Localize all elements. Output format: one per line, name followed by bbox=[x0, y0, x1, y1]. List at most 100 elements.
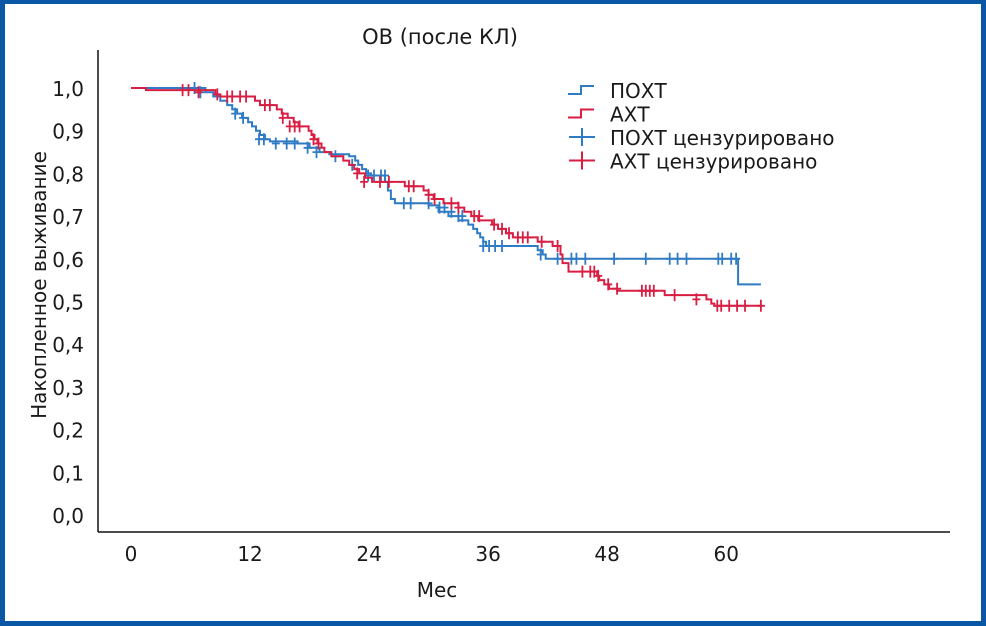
legend-item: АХТ цензурировано bbox=[569, 150, 817, 174]
y-tick-label: 0,2 bbox=[52, 419, 84, 443]
legend-step-swatch bbox=[568, 85, 594, 95]
legend-label: ПОХТ bbox=[610, 79, 667, 103]
x-axis-label: Мес bbox=[417, 578, 458, 602]
legend-censor-swatch bbox=[569, 128, 595, 146]
axt-censor-mark bbox=[265, 99, 274, 112]
axt-censor-mark bbox=[242, 90, 251, 103]
poxt-censor-mark bbox=[312, 146, 321, 159]
poxt-censor-mark bbox=[732, 252, 741, 265]
axt-censor-mark bbox=[228, 90, 237, 103]
axt-censor-mark bbox=[717, 299, 726, 312]
axt-censor-mark bbox=[430, 193, 439, 205]
poxt-censor-mark bbox=[641, 252, 650, 265]
axt-censor-mark bbox=[424, 188, 433, 201]
poxt-censor-mark bbox=[458, 210, 467, 223]
poxt-censor-mark bbox=[718, 252, 727, 265]
series-poxt bbox=[131, 82, 761, 286]
y-tick-label: 0,7 bbox=[52, 205, 84, 229]
poxt-censor-mark bbox=[231, 107, 240, 120]
legend-item: АХТ bbox=[568, 103, 650, 127]
axt-censor-mark bbox=[376, 175, 384, 188]
axt-censor-mark bbox=[278, 111, 287, 124]
poxt-censor-mark bbox=[581, 252, 590, 265]
axt-censor-mark bbox=[184, 84, 193, 97]
axt-censor-mark bbox=[613, 282, 622, 295]
legend-censor-swatch bbox=[569, 151, 595, 170]
axt-censor-mark bbox=[670, 289, 679, 302]
legend-label: АХТ bbox=[610, 103, 650, 127]
poxt-censor-mark bbox=[491, 240, 500, 252]
poxt-censor-mark bbox=[282, 137, 291, 150]
axt-censor-mark bbox=[604, 278, 613, 291]
axt-censor-mark bbox=[360, 175, 369, 188]
poxt-censor-mark bbox=[399, 197, 408, 210]
axt-censor-mark bbox=[523, 231, 532, 244]
poxt-censor-mark bbox=[673, 252, 682, 265]
x-tick-label: 36 bbox=[475, 542, 500, 566]
poxt-censor-mark bbox=[381, 169, 389, 182]
axt-censor-mark bbox=[447, 197, 456, 210]
axt-survival-step-line bbox=[131, 87, 761, 307]
survival-curves bbox=[131, 82, 765, 312]
axt-censor-mark bbox=[578, 265, 587, 278]
axt-censor-mark bbox=[475, 210, 484, 223]
legend-label: АХТ цензурировано bbox=[610, 150, 817, 174]
y-axis-label: Накопленное выживание bbox=[27, 151, 51, 419]
axt-censor-mark bbox=[741, 299, 749, 312]
axt-censor-mark bbox=[725, 299, 734, 312]
legend-item: ПОХТ bbox=[568, 79, 667, 103]
axt-censor-mark bbox=[692, 293, 701, 306]
axt-censor-mark bbox=[594, 269, 603, 282]
axt-censor-mark bbox=[194, 86, 203, 99]
axt-censor-mark bbox=[314, 137, 323, 150]
axt-censor-mark bbox=[384, 175, 393, 188]
y-tick-label: 0,5 bbox=[52, 291, 84, 315]
axt-censor-mark bbox=[733, 299, 742, 312]
axt-censor-mark bbox=[409, 180, 418, 193]
axt-censor-mark bbox=[295, 120, 304, 133]
poxt-survival-step-line bbox=[131, 87, 761, 286]
poxt-censor-mark bbox=[370, 169, 378, 182]
axt-censor-mark bbox=[454, 201, 463, 214]
y-tick-label: 0,9 bbox=[52, 120, 84, 144]
y-tick-label: 0,8 bbox=[52, 162, 84, 186]
legend-label: ПОХТ цензурировано bbox=[610, 126, 835, 150]
poxt-censor-mark bbox=[553, 252, 562, 265]
axt-censor-mark bbox=[309, 133, 318, 146]
poxt-censor-mark bbox=[572, 252, 581, 265]
axt-censor-mark bbox=[505, 227, 513, 240]
x-tick-label: 48 bbox=[594, 542, 619, 566]
poxt-censor-mark bbox=[239, 111, 248, 124]
poxt-censor-mark bbox=[406, 197, 415, 210]
y-tick-label: 0,0 bbox=[52, 504, 84, 528]
poxt-censor-mark bbox=[303, 141, 312, 154]
axt-censor-mark bbox=[353, 167, 362, 180]
poxt-censor-mark bbox=[682, 252, 691, 265]
chart-title: ОВ (после КЛ) bbox=[362, 25, 518, 49]
legend-step-swatch bbox=[568, 108, 594, 119]
y-tick-labels: 0,0 0,1 0,2 0,3 0,4 0,5 0,6 0,7 0,8 0,9 1,0 bbox=[52, 77, 84, 528]
axt-censor-mark bbox=[213, 88, 222, 101]
poxt-censor-mark bbox=[536, 248, 545, 261]
x-tick-label: 24 bbox=[356, 542, 381, 566]
poxt-censor-mark bbox=[290, 137, 299, 150]
y-tick-label: 1,0 bbox=[52, 77, 84, 101]
axt-censor-mark bbox=[490, 218, 499, 231]
y-tick-label: 0,4 bbox=[52, 333, 84, 357]
poxt-censor-mark bbox=[271, 137, 280, 150]
x-tick-label: 0 bbox=[125, 542, 138, 566]
series-axt bbox=[131, 84, 765, 312]
y-tick-label: 0,3 bbox=[52, 376, 84, 400]
poxt-censor-mark bbox=[610, 252, 619, 265]
axt-censor-mark bbox=[649, 284, 658, 297]
poxt-censor-mark bbox=[665, 252, 674, 265]
axt-censor-mark bbox=[553, 240, 562, 252]
axt-censor-mark bbox=[756, 299, 765, 312]
x-tick-label: 12 bbox=[237, 542, 262, 566]
y-tick-label: 0,1 bbox=[52, 461, 84, 485]
axt-censor-mark bbox=[537, 235, 546, 248]
x-tick-label: 60 bbox=[713, 542, 738, 566]
